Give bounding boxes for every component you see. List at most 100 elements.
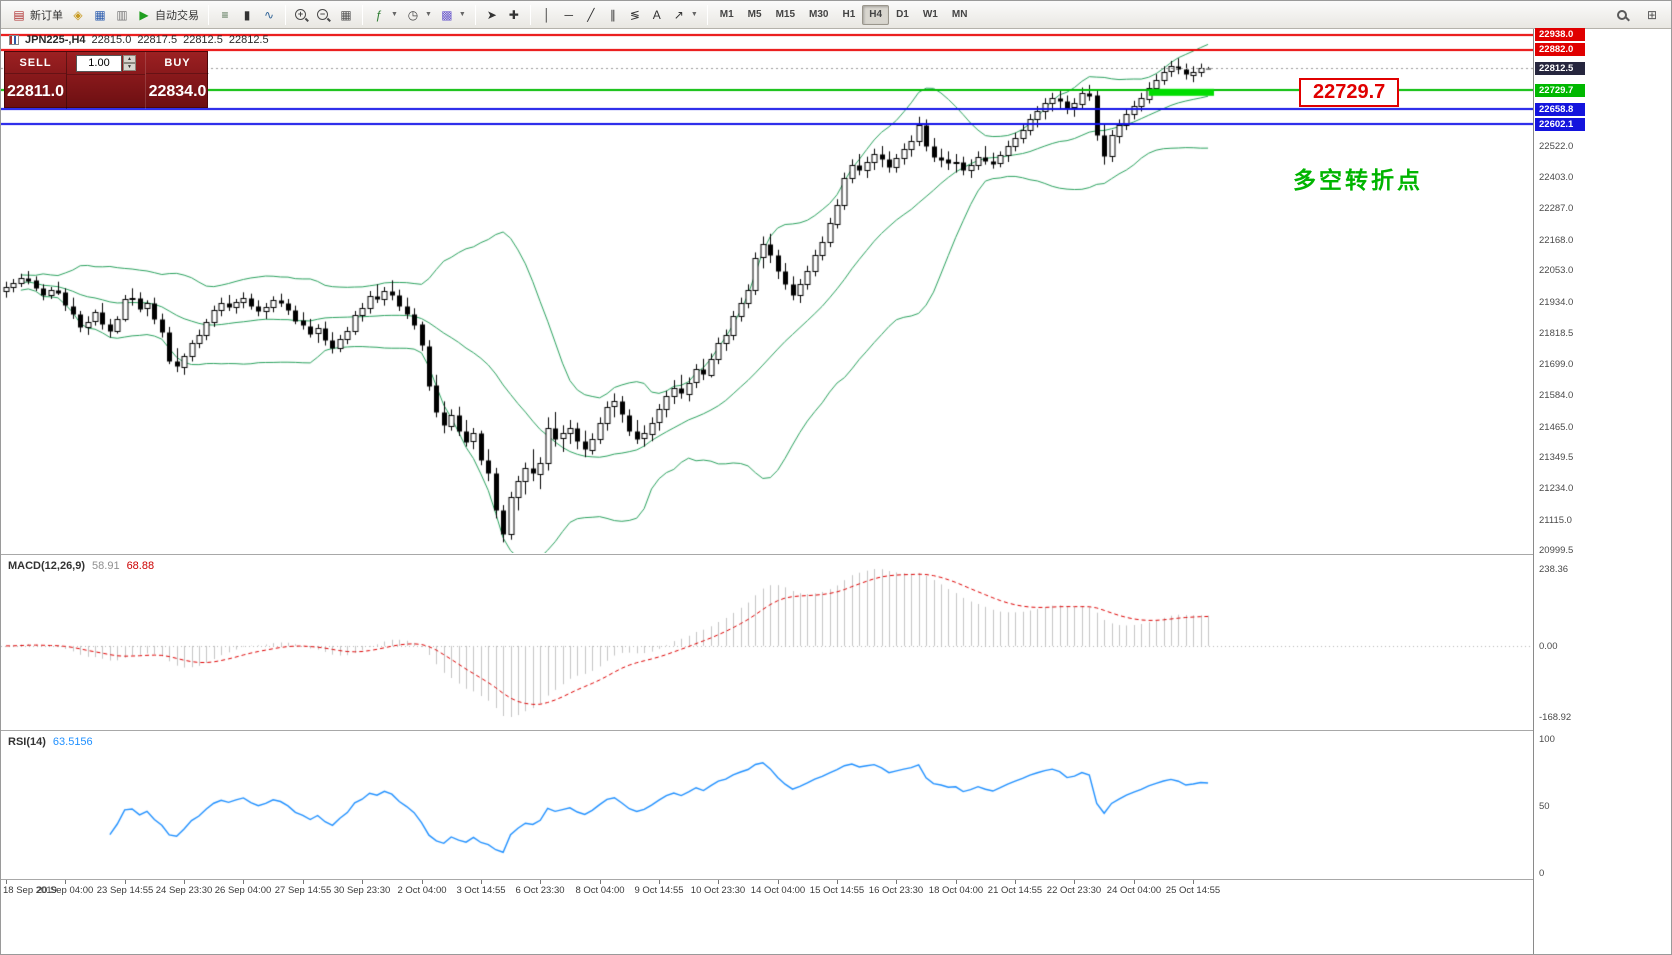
panel-separator[interactable] [1,730,1671,731]
cursor-button[interactable]: ➤ [481,4,503,26]
price-tag-22729.7: 22729.7 [1535,83,1585,97]
autotrading-icon: ▶ [139,7,149,22]
time-label: 23 Sep 14:55 [96,885,154,896]
time-tick [362,880,363,884]
price-axis[interactable]: 22522.0 22403.0 22287.0 22168.0 22053.0 21934… [1533,28,1671,954]
price-scale-label: 21818.5 [1539,327,1574,339]
price-tag-22882.0: 22882.0 [1535,43,1585,57]
timeframe-mn-button[interactable]: MN [951,8,968,20]
toolbar-separator [362,4,363,25]
time-label: 3 Oct 14:55 [456,885,506,896]
periods-button[interactable]: ◷ ▼ [402,4,436,26]
periods-dropdown-icon[interactable]: ▼ [424,11,432,18]
price-scale-label: 21234.0 [1539,483,1574,495]
terminal-button[interactable]: ▥ [111,4,133,26]
market-watch-button[interactable]: ▦ [89,4,111,26]
new-order-icon: ▤ [13,7,25,22]
timeframe-h1-button[interactable]: H1 [842,8,856,20]
terminal-icon: ▥ [116,7,128,22]
rsi-scale-100: 100 [1539,734,1555,745]
volume-increase-button[interactable]: ▲ [123,55,136,63]
rsi-panel-canvas[interactable] [1,733,1533,879]
metaeditor-button[interactable]: ◈ [67,4,89,26]
macd-scale-max: 238.36 [1539,564,1569,575]
time-tick [1193,880,1194,884]
zoom-out-button[interactable]: − [313,4,335,26]
rsi-scale-50: 50 [1539,801,1550,812]
volume-decrease-button[interactable]: ▼ [123,63,136,71]
macd-panel-canvas[interactable] [1,557,1533,729]
time-tick [718,880,719,884]
price-tag-22812.5: 22812.5 [1535,61,1585,75]
time-label: 16 Oct 23:30 [868,885,924,896]
time-label: 2 Oct 04:00 [397,885,447,896]
autotrading-button[interactable]: ▶ 自动交易 [133,4,203,26]
metaeditor-icon: ◈ [73,7,83,22]
fibonacci-icon: ≶ [629,7,640,22]
sell-button[interactable]: SELL 22811.0 [5,52,67,109]
time-tick [65,880,66,884]
toolbar-separator [285,4,286,25]
time-label: 24 Oct 04:00 [1106,885,1162,896]
bar-chart-button[interactable]: ≡ [214,4,236,26]
time-tick [481,880,482,884]
buy-button[interactable]: BUY 22834.0 [145,52,209,109]
price-tag-22658.8: 22658.8 [1535,102,1585,116]
arrows-icon: ↗ [673,7,684,22]
time-tick [1134,880,1135,884]
time-label: 6 Oct 23:30 [515,885,565,896]
timeframe-m15-button[interactable]: M15 [775,8,796,20]
price-scale-label: 22522.0 [1539,140,1574,152]
panel-separator[interactable] [1,554,1671,555]
search-button[interactable] [1613,4,1635,26]
vertical-line-button[interactable]: │ [536,4,558,26]
crosshair-icon: ✚ [508,7,519,22]
time-tick [896,880,897,884]
tile-windows-button[interactable]: ▦ [335,4,357,26]
new-order-button[interactable]: ▤ 新订单 [8,4,67,26]
text-label-button[interactable]: A [646,4,668,26]
horizontal-line-button[interactable]: ─ [558,4,580,26]
crosshair-button[interactable]: ✚ [503,4,525,26]
main-chart-canvas[interactable] [1,29,1533,553]
templates-dropdown-icon[interactable]: ▼ [458,11,466,18]
timeframe-m5-button[interactable]: M5 [747,8,762,20]
equidistant-channel-button[interactable]: ∥ [602,4,624,26]
macd-signal-value: 68.88 [126,560,155,572]
macd-scale-min: -168.92 [1539,712,1572,723]
time-tick [1015,880,1016,884]
trendline-icon: ╱ [587,7,595,22]
time-tick [540,880,541,884]
fibonacci-button[interactable]: ≶ [624,4,646,26]
templates-button[interactable]: ▩ ▼ [436,4,470,26]
horizontal-line-icon: ─ [564,7,574,22]
time-tick [125,880,126,884]
price-scale-label: 21934.0 [1539,296,1574,308]
ohlc-open: 22815.0 [91,34,132,46]
time-axis[interactable]: 18 Sep 2019 20 Sep 04:00 23 Sep 14:55 24 Se… [1,880,1533,901]
trendline-button[interactable]: ╱ [580,4,602,26]
ohlc-low: 22812.5 [183,34,223,46]
panel-separator [1,879,1671,880]
time-label: 30 Sep 23:30 [333,885,391,896]
line-chart-button[interactable]: ∿ [258,4,280,26]
timeframe-m1-button[interactable]: M1 [719,8,734,20]
arrows-button[interactable]: ↗ ▼ [668,4,702,26]
indicators-dropdown-icon[interactable]: ▼ [391,11,398,18]
timeframe-m30-button[interactable]: M30 [809,8,829,20]
new-window-button[interactable]: ⊞ [1641,4,1663,26]
volume-input[interactable] [76,54,122,72]
candlestick-chart-button[interactable]: ▮ [236,4,258,26]
zoom-in-button[interactable]: + [291,4,313,26]
time-label: 20 Sep 04:00 [36,885,94,896]
zoom-in-icon: + [295,9,306,20]
price-callout: 22729.7 [1299,78,1400,107]
time-tick [778,880,779,884]
cursor-icon: ➤ [486,7,497,22]
toolbar: ▤ 新订单 ◈ ▦ ▥ ▶ 自动交易 ≡ ▮ ∿ + − ▦ ƒ ▼ ◷ ▼ ▩ ▼ ➤ ✚ │ ─ ╱ ∥ ≶ A ↗ ▼ M1 M5 M1… [1,1,1671,29]
timeframe-w1-button[interactable]: W1 [922,8,938,20]
timeframe-d1-button[interactable]: D1 [896,8,909,20]
timeframe-h4-button[interactable]: H4 [862,4,890,25]
arrows-dropdown-icon[interactable]: ▼ [690,11,698,18]
indicators-button[interactable]: ƒ ▼ [368,4,402,26]
